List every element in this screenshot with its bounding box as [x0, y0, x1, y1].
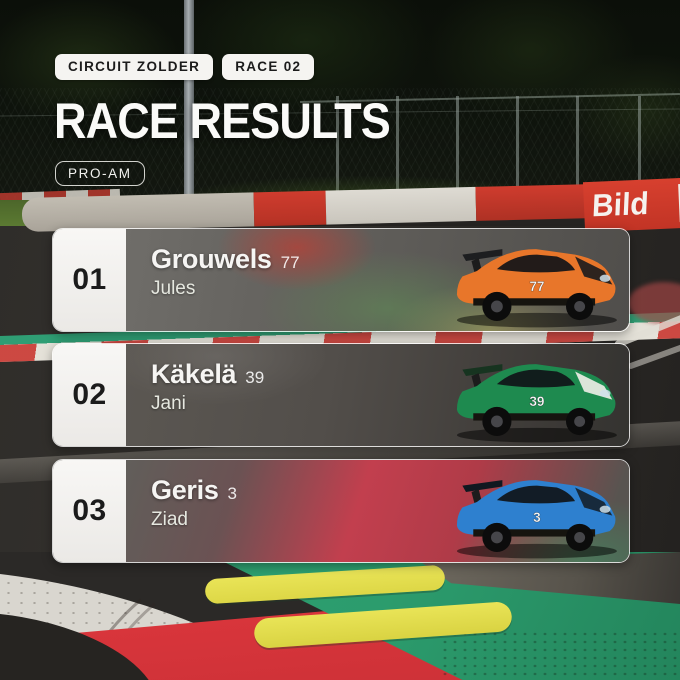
race-car-photo: 3 [456, 480, 617, 559]
red-wall-segment [253, 190, 327, 227]
position-panel: 03 [53, 460, 126, 562]
car-number-decal: 39 [529, 394, 545, 409]
driver-info: Grouwels 77 Jules [151, 244, 300, 300]
driver-info: Geris 3 Ziad [151, 475, 237, 531]
fence-post [336, 96, 339, 200]
race-car-photo: 77 [456, 249, 617, 328]
fence-post [638, 96, 641, 200]
race-badge: RACE 02 [222, 54, 315, 81]
trees-background [0, 0, 680, 200]
driver-first-name: Ziad [151, 509, 188, 530]
car-number: 39 [245, 368, 265, 387]
driver-last-name: Geris [151, 475, 219, 505]
driver-first-name: Jani [151, 393, 186, 414]
header-badges: CIRCUIT ZOLDER RACE 02 [55, 54, 315, 81]
painted-track-patch [628, 282, 680, 324]
driver-last-name: Grouwels [151, 244, 272, 274]
result-card-p2: 02 Käkelä 39 Jani 39 [52, 343, 630, 447]
track-badge: CIRCUIT ZOLDER [55, 54, 214, 81]
fence-post [576, 96, 579, 200]
car-number: 3 [227, 484, 238, 503]
position-panel: 02 [53, 344, 126, 446]
race-car-photo: 39 [456, 364, 617, 443]
fence-post [516, 96, 519, 200]
fence-post [396, 96, 399, 200]
position-number: 02 [72, 378, 107, 411]
driver-first-name: Jules [151, 278, 196, 299]
category-badge: PRO-AM [55, 161, 145, 186]
trackside-billboard: Bild [582, 177, 680, 233]
position-panel: 01 [53, 229, 126, 331]
concrete-wall-segment [21, 192, 255, 232]
position-number: 03 [72, 494, 107, 527]
billboard-text: Bild [591, 186, 650, 224]
driver-info: Käkelä 39 Jani [151, 359, 264, 415]
result-card-p3: 03 Geris 3 Ziad 3 [52, 459, 630, 563]
card-body: Grouwels 77 Jules 77 [126, 229, 629, 331]
card-body: Geris 3 Ziad 3 [126, 460, 629, 562]
light-pole [184, 0, 194, 200]
white-wall-segment [325, 186, 477, 225]
result-card-p1: 01 Grouwels 77 Jules 77 [52, 228, 630, 332]
runoff-area [0, 552, 680, 680]
position-number: 01 [72, 263, 107, 296]
car-number-decal: 77 [529, 279, 544, 294]
green-texture [440, 630, 680, 680]
fence-post [456, 96, 459, 200]
card-body: Käkelä 39 Jani 39 [126, 344, 629, 446]
page-title: RACE RESULTS [54, 93, 391, 149]
driver-last-name: Käkelä [151, 359, 237, 389]
car-number: 77 [280, 253, 300, 272]
car-number-decal: 3 [533, 510, 541, 525]
